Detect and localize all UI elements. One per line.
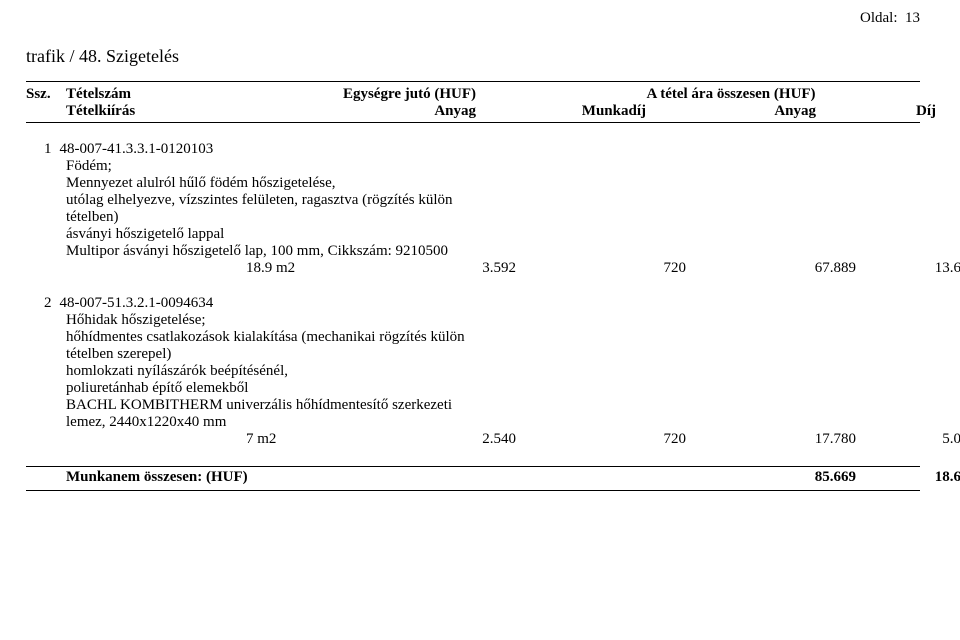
item-total-material: 17.780 [686,431,856,448]
col-ssz: Ssz. [26,86,66,120]
item-code-line: 248-007-51.3.2.1-0094634 [66,295,920,312]
item-desc-line: poliuretánhab építő elemekből [66,380,920,397]
item-seq: 2 [44,295,52,311]
item-values: 18.9 m2 3.592 720 67.889 13.608 [66,260,920,277]
section-total: Munkanem összesen: (HUF) 85.669 18.648 [26,466,920,491]
line-item: 148-007-41.3.3.1-0120103 Födém; Mennyeze… [26,141,920,277]
item-desc-line: Födém; [66,158,920,175]
item-unit-material: 2.540 [346,431,516,448]
item-code: 48-007-51.3.2.1-0094634 [60,295,214,311]
col-tetelkiiras-label: Tételkiírás [66,103,306,120]
total-labor: 18.648 [856,469,960,486]
column-headers: Ssz. Tételszám Tételkiírás Egységre jutó… [26,82,920,122]
page-label-prefix: Oldal: [860,10,898,26]
col-tetelszam-label: Tételszám [66,86,306,103]
col-osszes-group-label: A tétel ára összesen (HUF) [646,86,816,103]
page-number: Oldal: 13 [860,10,920,27]
col-total-labor: Díj [816,86,936,120]
item-code-line: 148-007-41.3.3.1-0120103 [66,141,920,158]
item-unit-material: 3.592 [346,260,516,277]
col-anyag2-label: Anyag [646,103,816,120]
item-total-labor: 5.040 [856,431,960,448]
total-material: 85.669 [686,469,856,486]
item-qty: 7 m2 [66,431,346,448]
col-egyseg-group-label: Egységre jutó (HUF) [306,86,476,103]
page-number-value: 13 [905,10,920,26]
item-desc-line: homlokzati nyílászárók beépítésénél, [66,363,920,380]
item-total-labor: 13.608 [856,260,960,277]
item-desc-line: Multipor ásványi hőszigetelő lap, 100 mm… [66,243,920,260]
item-desc-line: BACHL KOMBITHERM univerzális hőhídmentes… [66,397,920,414]
col-unit-labor: Munkadíj [476,86,646,120]
col-ssz-label: Ssz. [26,86,66,103]
item-desc-line: hőhídmentes csatlakozások kialakítása (m… [66,329,920,346]
col-total-material: A tétel ára összesen (HUF) Anyag [646,86,816,120]
item-desc-line: utólag elhelyezve, vízszintes felületen,… [66,192,920,209]
total-bottom-rule [26,490,920,491]
item-desc-line: tételben) [66,209,920,226]
col-anyag-label: Anyag [306,103,476,120]
total-row: Munkanem összesen: (HUF) 85.669 18.648 [26,467,920,490]
col-unit-material: Egységre jutó (HUF) Anyag [306,86,476,120]
item-seq: 1 [44,141,52,157]
line-item: 248-007-51.3.2.1-0094634 Hőhidak hőszige… [26,295,920,448]
item-unit-labor: 720 [516,431,686,448]
item-desc-line: Hőhidak hőszigetelése; [66,312,920,329]
item-qty: 18.9 m2 [66,260,346,277]
item-code: 48-007-41.3.3.1-0120103 [60,141,214,157]
item-desc-line: Mennyezet alulról hűlő födém hőszigetelé… [66,175,920,192]
col-munkadij-label: Munkadíj [476,103,646,120]
breadcrumb: trafik / 48. Szigetelés [26,46,920,67]
col-dij-label: Díj [816,103,936,120]
col-tetel: Tételszám Tételkiírás [66,86,306,120]
item-values: 7 m2 2.540 720 17.780 5.040 [66,431,920,448]
header-bottom-rule [26,122,920,123]
item-desc-line: tételben szerepel) [66,346,920,363]
item-unit-labor: 720 [516,260,686,277]
item-desc-line: ásványi hőszigetelő lappal [66,226,920,243]
item-desc-line: lemez, 2440x1220x40 mm [66,414,920,431]
total-label: Munkanem összesen: (HUF) [66,469,686,486]
item-total-material: 67.889 [686,260,856,277]
